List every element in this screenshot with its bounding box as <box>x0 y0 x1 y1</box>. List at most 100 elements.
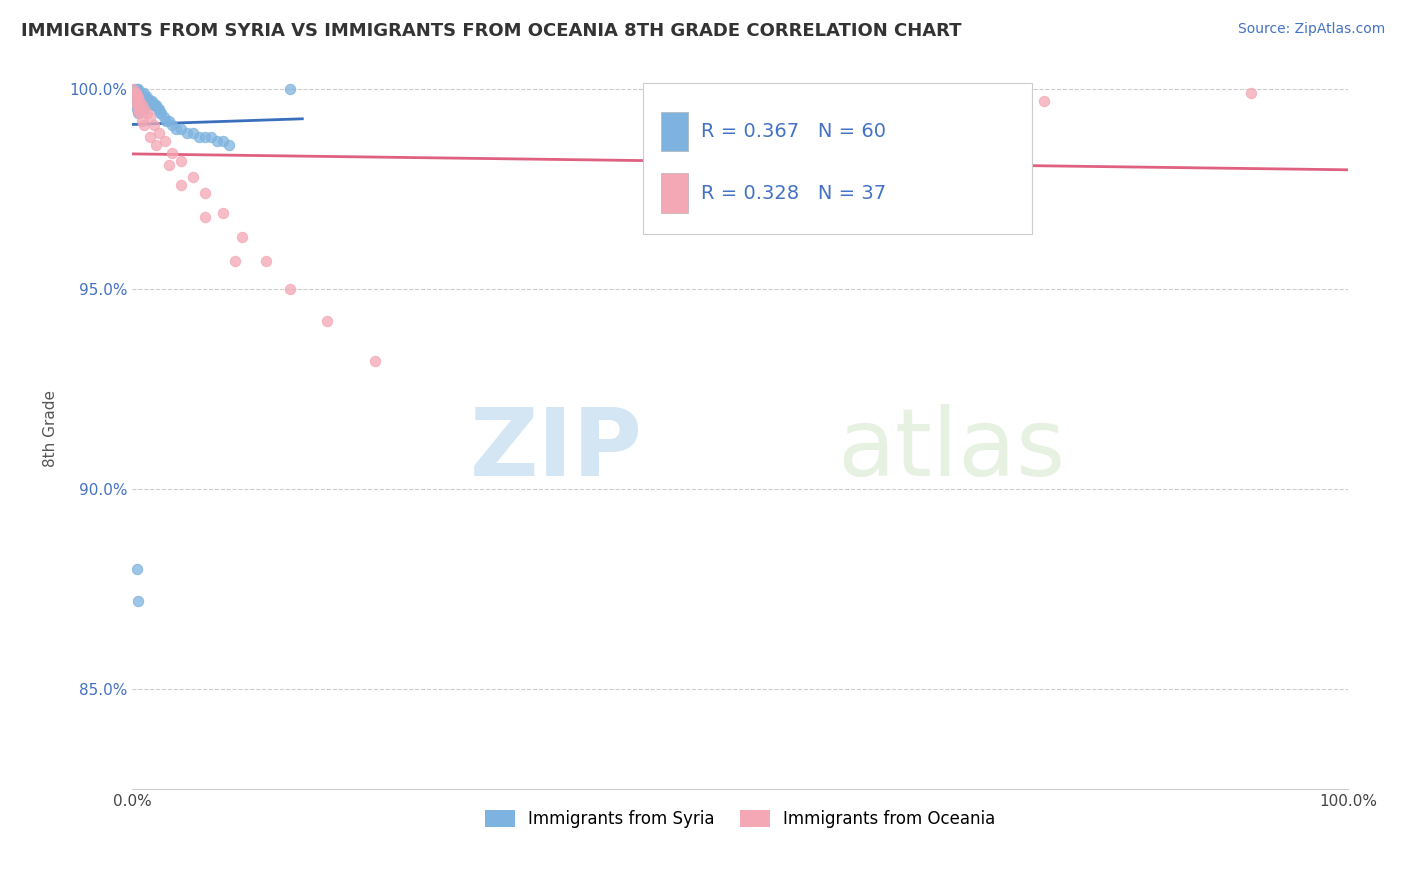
Point <box>127 86 149 100</box>
Point <box>1033 94 1056 108</box>
Point <box>125 94 148 108</box>
Point <box>125 86 148 100</box>
Point <box>134 86 156 100</box>
Point <box>170 178 193 192</box>
Point <box>131 97 153 112</box>
FancyBboxPatch shape <box>643 83 1032 235</box>
Text: ZIP: ZIP <box>470 404 643 497</box>
Point <box>152 110 174 124</box>
Point <box>125 97 148 112</box>
Point <box>149 105 172 120</box>
Point <box>124 81 146 95</box>
Point <box>165 121 187 136</box>
Point <box>278 81 301 95</box>
Text: IMMIGRANTS FROM SYRIA VS IMMIGRANTS FROM OCEANIA 8TH GRADE CORRELATION CHART: IMMIGRANTS FROM SYRIA VS IMMIGRANTS FROM… <box>21 22 962 40</box>
Point <box>124 89 146 103</box>
Point <box>134 89 156 103</box>
Point <box>143 97 166 112</box>
Legend: Immigrants from Syria, Immigrants from Oceania: Immigrants from Syria, Immigrants from O… <box>478 804 1002 835</box>
Text: atlas: atlas <box>838 404 1066 497</box>
Point <box>148 102 170 116</box>
Point <box>194 186 217 200</box>
Point <box>170 153 193 168</box>
FancyBboxPatch shape <box>661 173 688 212</box>
Point <box>145 137 167 152</box>
Point <box>224 253 246 268</box>
Point <box>155 113 177 128</box>
FancyBboxPatch shape <box>661 112 688 152</box>
Point <box>139 110 162 124</box>
Point <box>181 169 204 184</box>
Point <box>142 97 165 112</box>
Point <box>129 94 152 108</box>
Point <box>131 89 153 103</box>
Point <box>124 86 146 100</box>
Point <box>146 102 169 116</box>
Y-axis label: 8th Grade: 8th Grade <box>44 391 58 467</box>
Point <box>127 94 149 108</box>
Point <box>132 97 155 112</box>
Point <box>128 102 150 116</box>
Point <box>125 81 148 95</box>
Text: R = 0.328   N = 37: R = 0.328 N = 37 <box>702 184 886 202</box>
Point <box>128 105 150 120</box>
Point <box>127 594 149 608</box>
Point <box>278 282 301 296</box>
Point <box>188 129 211 144</box>
Point <box>135 105 157 120</box>
Point <box>122 86 145 100</box>
Text: R = 0.367   N = 60: R = 0.367 N = 60 <box>702 121 886 141</box>
Point <box>160 118 183 132</box>
Point <box>145 97 167 112</box>
Point <box>143 118 166 132</box>
Point <box>125 94 148 108</box>
Point <box>125 97 148 112</box>
Point <box>157 158 180 172</box>
Point <box>136 94 159 108</box>
Point <box>148 126 170 140</box>
Point <box>125 86 148 100</box>
Point <box>150 105 173 120</box>
Point <box>153 134 176 148</box>
Point <box>315 314 337 328</box>
Point <box>128 94 150 108</box>
Point <box>134 102 156 116</box>
Point <box>170 121 193 136</box>
Point <box>132 89 155 103</box>
Point <box>125 86 148 100</box>
Point <box>127 81 149 95</box>
Point <box>1240 86 1263 100</box>
Point <box>122 94 145 108</box>
Point <box>138 94 160 108</box>
Point <box>131 97 153 112</box>
Point <box>134 102 156 116</box>
Point <box>218 137 240 152</box>
Point <box>200 129 222 144</box>
Point <box>141 94 163 108</box>
Point <box>205 134 228 148</box>
Point <box>125 89 148 103</box>
Point <box>143 97 166 112</box>
Point <box>124 97 146 112</box>
Point <box>122 81 145 95</box>
Point <box>181 126 204 140</box>
Point <box>128 86 150 100</box>
Point <box>139 129 162 144</box>
Point <box>134 94 156 108</box>
Point <box>131 113 153 128</box>
Point <box>231 229 253 244</box>
Point <box>127 105 149 120</box>
Point <box>212 205 235 219</box>
Point <box>194 210 217 224</box>
Point <box>127 89 149 103</box>
Point <box>176 126 198 140</box>
Point <box>134 118 156 132</box>
Point <box>125 102 148 116</box>
Point <box>160 145 183 160</box>
Point <box>125 89 148 103</box>
Point <box>194 129 217 144</box>
Point <box>135 89 157 103</box>
Point <box>127 102 149 116</box>
Point <box>364 353 387 368</box>
Point <box>139 94 162 108</box>
